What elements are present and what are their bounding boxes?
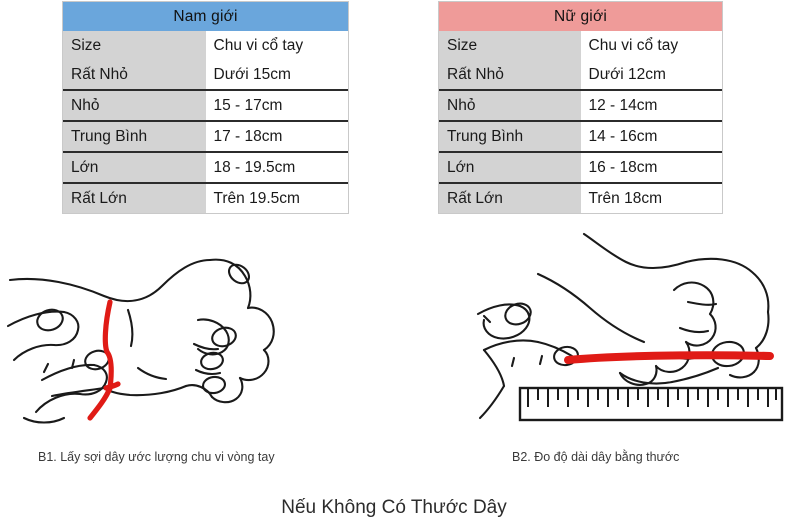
column-header-size: Size (439, 31, 581, 60)
cell-size-label: Nhỏ (63, 90, 206, 122)
caption-step-1: B1. Lấy sợi dây ước lượng chu vi vòng ta… (38, 450, 275, 464)
size-table-men: Nam giới Size Chu vi cổ tay Rất Nhỏ Dưới… (63, 2, 348, 213)
string-on-ruler-illustration (476, 232, 784, 422)
cell-size-value: 14 - 16cm (580, 121, 722, 153)
cell-size-value: 17 - 18cm (205, 121, 348, 153)
table-title-men: Nam giới (63, 2, 348, 31)
table-title-women: Nữ giới (439, 2, 722, 31)
table-column-header-row: Size Chu vi cổ tay (439, 31, 722, 60)
column-header-size: Size (63, 31, 206, 60)
cell-size-value: Dưới 15cm (205, 60, 348, 91)
hand-with-string-illustration (6, 258, 275, 424)
table-row: Rất Nhỏ Dưới 15cm (63, 60, 348, 91)
cell-size-label: Rất Nhỏ (63, 60, 206, 91)
table-row: Nhỏ 12 - 14cm (439, 90, 722, 122)
cell-size-value: Trên 18cm (580, 183, 722, 213)
table-row: Lớn 16 - 18cm (439, 152, 722, 184)
cell-size-label: Rất Nhỏ (439, 60, 581, 91)
caption-step-2: B2. Đo độ dài dây bằng thước (512, 450, 680, 464)
cell-size-label: Lớn (63, 152, 206, 184)
cell-size-value: 18 - 19.5cm (205, 152, 348, 184)
table-row: Trung Bình 14 - 16cm (439, 121, 722, 153)
footer-note: Nếu Không Có Thước Dây (281, 497, 507, 518)
column-header-circumference: Chu vi cổ tay (580, 31, 722, 60)
table-row: Rất Nhỏ Dưới 12cm (439, 60, 722, 91)
table-column-header-row: Size Chu vi cổ tay (63, 31, 348, 60)
table-row: Rất Lớn Trên 18cm (439, 183, 722, 213)
table-title-row: Nữ giới (439, 2, 722, 31)
cell-size-value: Dưới 12cm (580, 60, 722, 91)
table-row: Rất Lớn Trên 19.5cm (63, 183, 348, 213)
cell-size-label: Lớn (439, 152, 581, 184)
table-title-row: Nam giới (63, 2, 348, 31)
red-string-left (87, 299, 121, 421)
cell-size-value: Trên 19.5cm (205, 183, 348, 213)
cell-size-label: Rất Lớn (63, 183, 206, 213)
cell-size-value: 16 - 18cm (580, 152, 722, 184)
size-table-women: Nữ giới Size Chu vi cổ tay Rất Nhỏ Dưới … (439, 2, 722, 213)
cell-size-label: Trung Bình (439, 121, 581, 153)
column-header-circumference: Chu vi cổ tay (205, 31, 348, 60)
red-string-right (564, 351, 774, 364)
cell-size-label: Nhỏ (439, 90, 581, 122)
cell-size-value: 15 - 17cm (205, 90, 348, 122)
ruler (518, 386, 784, 422)
cell-size-label: Trung Bình (63, 121, 206, 153)
cell-size-value: 12 - 14cm (580, 90, 722, 122)
table-row: Trung Bình 17 - 18cm (63, 121, 348, 153)
cell-size-label: Rất Lớn (439, 183, 581, 213)
table-row: Nhỏ 15 - 17cm (63, 90, 348, 122)
table-row: Lớn 18 - 19.5cm (63, 152, 348, 184)
